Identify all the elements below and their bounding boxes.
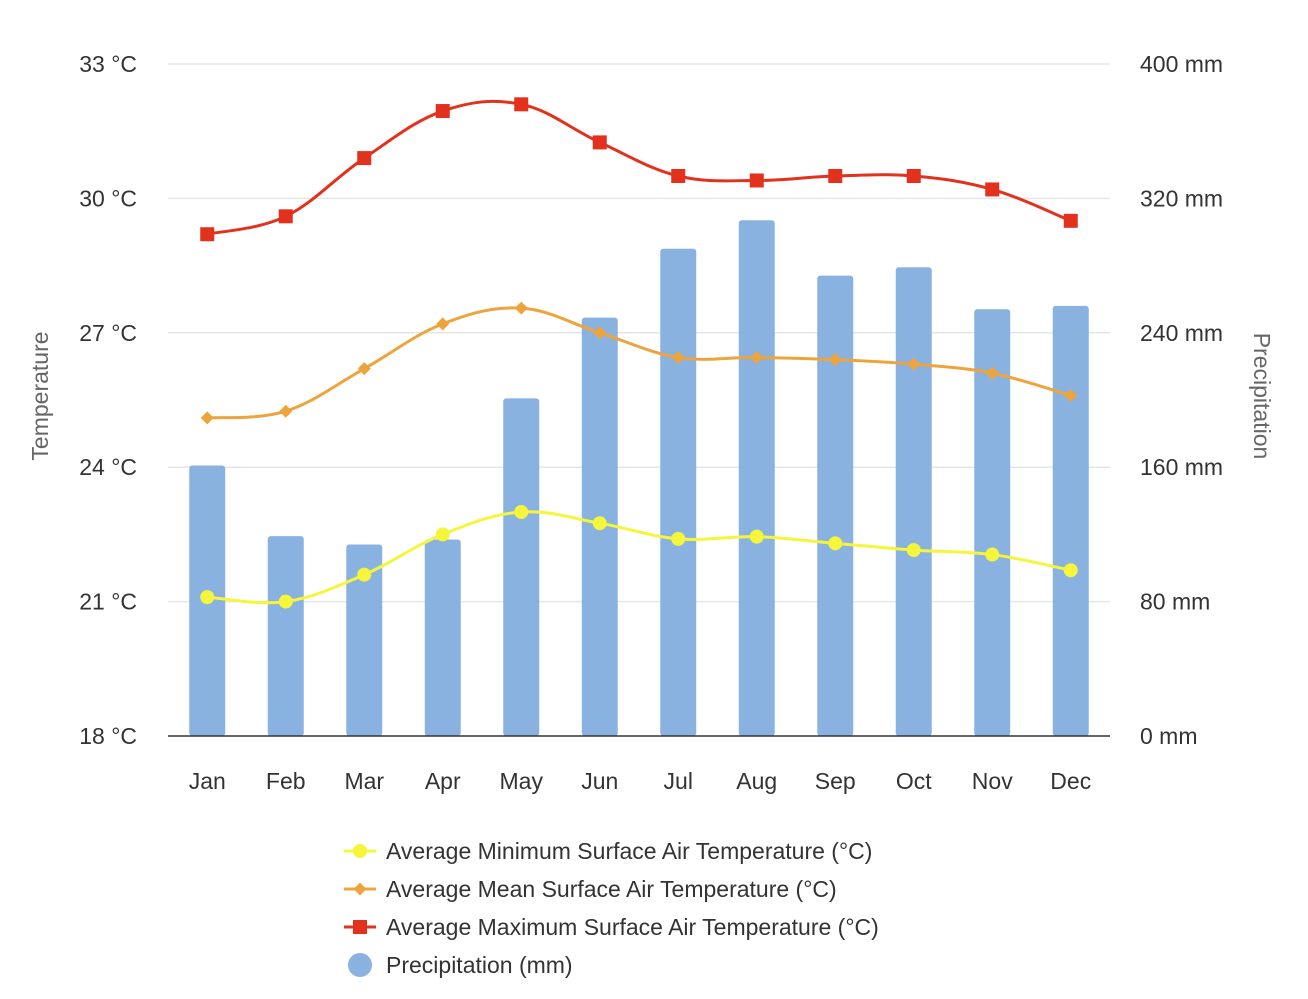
- precipitation-bar: [424, 539, 461, 736]
- left-tick-label: 27 °C: [79, 320, 137, 346]
- data-point: [985, 182, 1000, 197]
- legend-label: Average Maximum Surface Air Temperature …: [386, 914, 879, 940]
- data-point: [828, 536, 843, 551]
- legend-item: Precipitation (mm): [348, 952, 573, 978]
- legend-marker: [353, 844, 367, 858]
- x-tick-label: Nov: [972, 768, 1013, 794]
- data-point: [514, 301, 528, 315]
- data-point: [436, 317, 450, 331]
- data-point: [671, 169, 686, 183]
- data-point: [435, 104, 450, 119]
- temperature-lines: [200, 97, 1078, 609]
- right-axis-ticks: 0 mm 80 mm 160 mm 240 mm 320 mm 400 mm: [1140, 51, 1223, 749]
- data-point: [514, 97, 529, 112]
- legend: Average Minimum Surface Air Temperature …: [344, 838, 879, 978]
- data-point: [828, 353, 842, 367]
- precipitation-bar: [503, 398, 540, 736]
- data-point: [985, 547, 1000, 562]
- series-line: [206, 99, 1072, 236]
- data-point: [1063, 213, 1078, 228]
- data-point: [200, 227, 215, 242]
- precipitation-bar: [974, 309, 1011, 736]
- data-point: [200, 590, 215, 605]
- data-point: [357, 567, 372, 582]
- left-tick-label: 24 °C: [79, 454, 137, 480]
- data-point: [279, 404, 293, 418]
- data-point: [907, 357, 921, 371]
- left-tick-label: 18 °C: [79, 723, 137, 749]
- right-tick-label: 400 mm: [1140, 51, 1223, 77]
- data-point: [750, 350, 764, 364]
- x-tick-label: Jan: [189, 768, 226, 794]
- precipitation-bar: [346, 544, 383, 736]
- data-point: [357, 151, 372, 166]
- line-series-2: [200, 301, 1078, 425]
- data-point: [200, 411, 214, 425]
- x-tick-label: Mar: [344, 768, 384, 794]
- data-point: [1064, 389, 1078, 403]
- precipitation-bar: [738, 220, 775, 737]
- legend-item: Average Minimum Surface Air Temperature …: [344, 838, 872, 864]
- precipitation-bars: [189, 220, 1089, 737]
- data-point: [278, 209, 293, 224]
- legend-label: Average Mean Surface Air Temperature (°C…: [386, 876, 837, 902]
- data-point: [357, 362, 371, 376]
- data-point: [592, 516, 607, 531]
- series-line: [207, 510, 1072, 605]
- data-point: [435, 527, 450, 542]
- x-tick-label: Jun: [581, 768, 618, 794]
- right-tick-label: 80 mm: [1140, 589, 1210, 615]
- left-axis-title: Temperature: [27, 331, 53, 460]
- data-point: [1063, 563, 1078, 578]
- legend-marker: [353, 920, 367, 934]
- x-tick-label: Sep: [815, 768, 856, 794]
- data-point: [749, 529, 764, 544]
- data-point: [514, 505, 529, 519]
- right-tick-label: 0 mm: [1140, 723, 1198, 749]
- data-point: [828, 169, 843, 183]
- legend-item: Average Mean Surface Air Temperature (°C…: [344, 876, 837, 902]
- x-tick-label: Dec: [1050, 768, 1091, 794]
- left-tick-label: 33 °C: [79, 51, 137, 77]
- data-point: [749, 173, 764, 188]
- x-tick-label: Aug: [736, 768, 777, 794]
- legend-marker: [353, 882, 367, 896]
- right-tick-label: 160 mm: [1140, 454, 1223, 480]
- data-point: [592, 135, 607, 150]
- precipitation-bar: [895, 267, 932, 736]
- data-point: [906, 543, 921, 558]
- precipitation-bar: [1052, 305, 1089, 736]
- legend-item: Average Maximum Surface Air Temperature …: [344, 914, 879, 940]
- line-series-1: [200, 505, 1078, 609]
- x-tick-label: Apr: [425, 768, 461, 794]
- line-series-3: [200, 97, 1078, 242]
- data-point: [906, 169, 921, 183]
- data-point: [278, 594, 293, 609]
- x-tick-label: Jul: [664, 768, 693, 794]
- right-axis-title: Precipitation: [1249, 333, 1275, 460]
- grid-lines: [168, 63, 1110, 603]
- legend-bar-swatch: [348, 953, 372, 977]
- legend-label: Precipitation (mm): [386, 952, 573, 978]
- right-tick-label: 320 mm: [1140, 185, 1223, 211]
- data-point: [671, 531, 686, 546]
- series-line: [207, 306, 1072, 420]
- precipitation-bar: [267, 536, 304, 736]
- precipitation-bar: [660, 248, 697, 737]
- x-tick-label: May: [500, 768, 544, 794]
- left-tick-label: 21 °C: [79, 589, 137, 615]
- data-point: [985, 366, 999, 380]
- x-tick-label: Oct: [896, 768, 932, 794]
- left-axis-ticks: 18 °C 21 °C 24 °C 27 °C 30 °C 33 °C: [79, 51, 137, 749]
- data-point: [671, 350, 685, 364]
- legend-label: Average Minimum Surface Air Temperature …: [386, 838, 872, 864]
- left-tick-label: 30 °C: [79, 185, 137, 211]
- x-axis-ticks: Jan Feb Mar Apr May Jun Jul Aug Sep Oct Nov Dec: [189, 768, 1092, 794]
- data-point: [593, 326, 607, 340]
- precipitation-bar: [817, 275, 854, 736]
- x-tick-label: Feb: [266, 768, 306, 794]
- right-tick-label: 240 mm: [1140, 320, 1223, 346]
